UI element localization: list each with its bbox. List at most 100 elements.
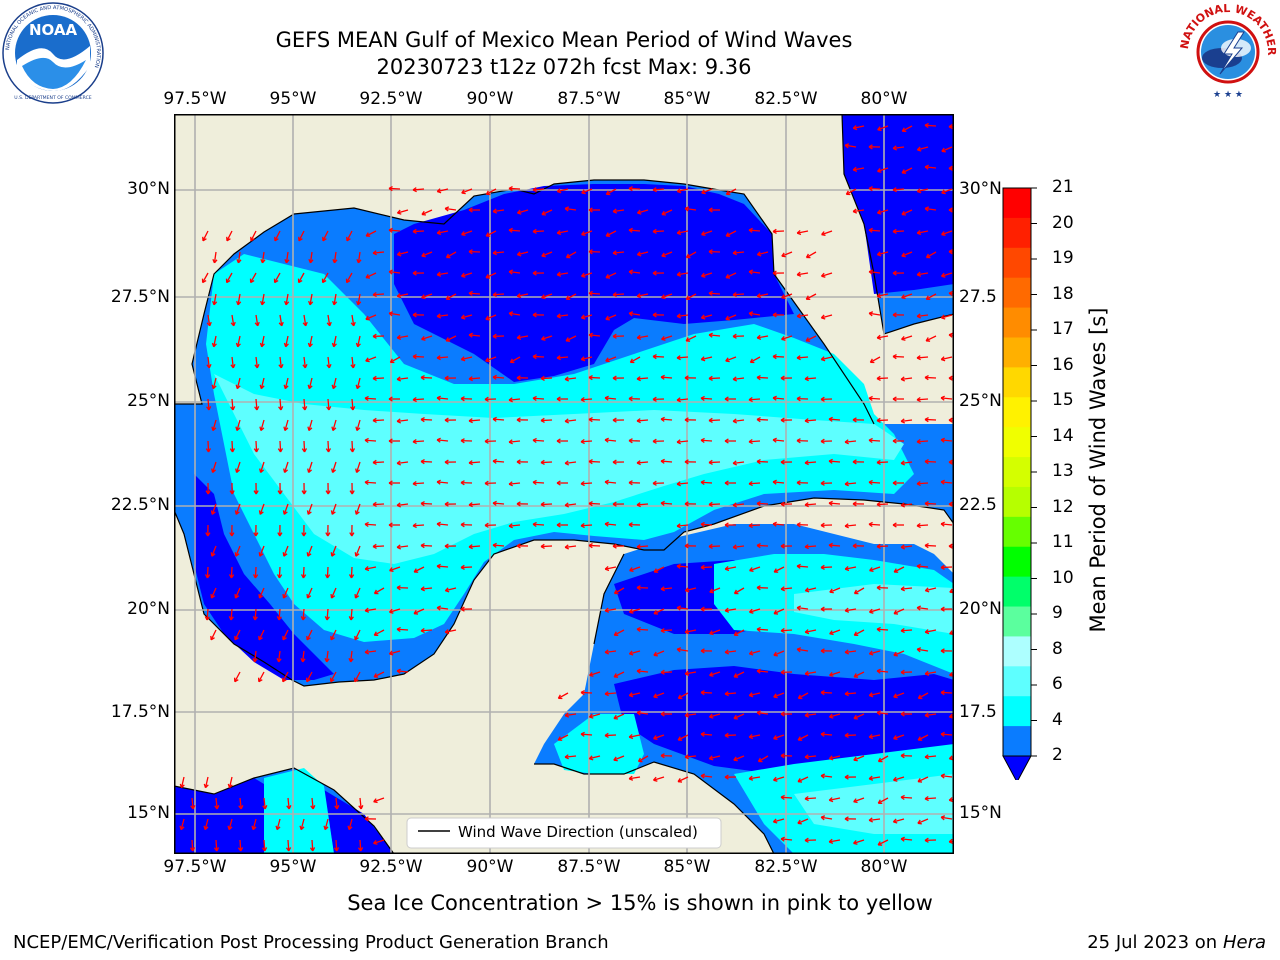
wind-arrow-head [636, 668, 641, 674]
wind-arrow-head [877, 841, 883, 846]
wind-arrow [725, 356, 737, 362]
wind-arrow [773, 818, 785, 823]
wind-arrow-head [893, 735, 898, 741]
wind-arrow-head [828, 797, 834, 803]
wind-arrow [613, 629, 625, 636]
wind-arrow [821, 356, 833, 361]
wind-arrow [949, 798, 954, 801]
wind-arrow [724, 734, 737, 737]
wind-arrow-head [190, 805, 196, 810]
wind-arrow-head [828, 713, 834, 719]
wind-arrow-head [844, 143, 850, 149]
colorbar-tick: 15 [1052, 390, 1074, 410]
wind-arrow-head [948, 543, 953, 549]
wind-arrow [364, 397, 377, 400]
wind-arrow [307, 545, 313, 557]
wind-arrow-head [210, 635, 215, 641]
wind-arrow-head [203, 783, 209, 789]
wind-arrow-head [445, 253, 451, 259]
wind-arrow-head [940, 689, 945, 696]
coastline [841, 114, 954, 335]
wind-arrow [230, 608, 233, 621]
wind-arrow [628, 187, 641, 190]
wind-arrow-head [653, 651, 658, 657]
wind-arrow-head [636, 293, 642, 299]
wind-arrow [869, 312, 881, 316]
wind-arrow [917, 776, 929, 783]
lat-tick-left: 30°N [127, 179, 170, 199]
wind-arrow [365, 314, 377, 320]
wind-arrow-head [652, 480, 657, 486]
wind-arrow-head [460, 606, 465, 612]
wind-arrow [821, 230, 833, 236]
wind-arrow [420, 587, 433, 590]
wind-arrow [876, 670, 889, 673]
lat-tick-right: 17.5 [959, 702, 997, 722]
wind-arrow [868, 397, 881, 400]
wind-arrow [322, 230, 329, 242]
wind-arrow-head [396, 544, 401, 550]
wind-arrow-head [948, 838, 954, 844]
wind-arrow-head [228, 616, 234, 621]
wind-arrow [845, 566, 857, 570]
wind-arrow-head [228, 574, 235, 579]
wind-arrow [877, 711, 889, 715]
wind-arrow [413, 566, 425, 573]
wind-arrow-head [206, 364, 212, 369]
wind-arrow [302, 650, 305, 662]
wind-arrow [876, 545, 889, 548]
wind-arrow-head [230, 406, 236, 411]
wind-arrow [700, 733, 713, 736]
wind-arrow [604, 481, 617, 484]
wind-arrow [676, 565, 689, 568]
colorbar-segment [1003, 247, 1031, 279]
wind-arrow-head [708, 417, 713, 424]
wind-arrow-head [492, 542, 497, 548]
wind-arrow-head [613, 589, 619, 595]
wind-arrow-head [676, 563, 681, 569]
wind-arrow-head [724, 774, 729, 780]
wind-arrow-head [364, 649, 369, 655]
wind-arrow-head [924, 712, 930, 718]
wind-arrow-head [853, 756, 858, 762]
wind-arrow [869, 734, 881, 738]
wind-arrow [532, 230, 545, 233]
colorbar-tick: 11 [1052, 532, 1074, 552]
wind-arrow-head [396, 585, 401, 591]
wind-arrow-head [900, 460, 905, 466]
wind-arrow [868, 187, 881, 190]
wind-arrow-head [580, 731, 585, 737]
wind-arrow [355, 503, 361, 515]
wind-arrow [397, 293, 409, 297]
wind-arrow [389, 312, 401, 316]
wind-arrow [557, 734, 569, 741]
wind-arrow-head [324, 616, 330, 621]
wind-arrow [300, 818, 305, 830]
wind-arrow-head [876, 417, 881, 424]
wind-arrow-head [852, 501, 857, 507]
wind-arrow [311, 839, 314, 852]
wind-arrow-head [876, 293, 882, 299]
lat-tick-left: 20°N [127, 599, 170, 619]
wind-arrow [677, 230, 689, 234]
wind-arrow-head [660, 753, 665, 759]
wind-arrow [468, 545, 481, 548]
wind-arrow [327, 398, 330, 411]
wind-arrow-head [235, 426, 241, 432]
wind-arrow-head [804, 837, 809, 843]
wind-arrow-head [612, 333, 617, 339]
wind-arrow-head [588, 500, 593, 507]
wind-arrow [437, 314, 449, 317]
wind-arrow-head [349, 490, 355, 495]
wind-arrow-head [532, 312, 537, 318]
wind-arrow [660, 587, 673, 590]
wind-arrow-head [331, 426, 337, 432]
wind-arrow-head [330, 593, 336, 599]
wind-arrow-head [940, 356, 946, 362]
wind-arrow-head [820, 480, 825, 486]
wind-arrow-head [468, 502, 473, 508]
wind-arrow [676, 398, 689, 401]
wind-arrow-head [282, 552, 288, 557]
colorbar [1002, 187, 1037, 780]
wind-arrow [604, 692, 617, 695]
